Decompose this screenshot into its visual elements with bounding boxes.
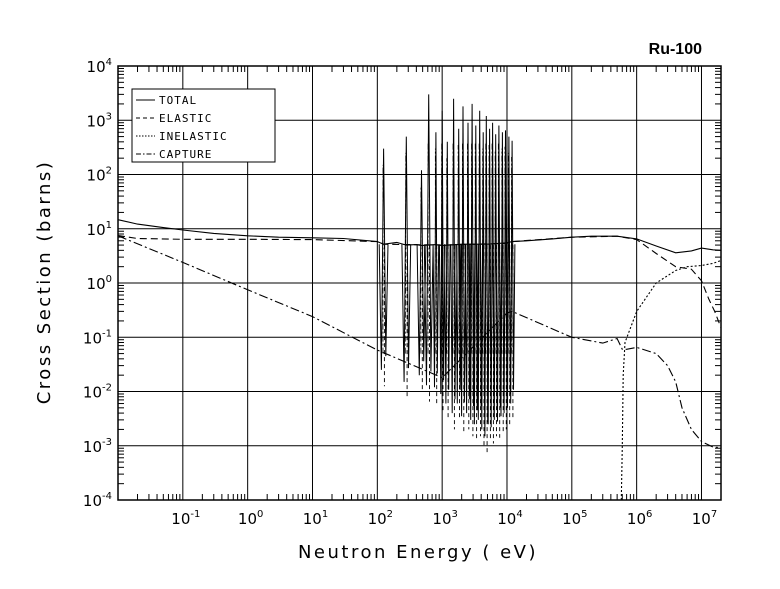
y-tick-label: 104 — [87, 57, 112, 76]
x-tick-label: 100 — [238, 509, 263, 528]
y-tick-label: 10-1 — [83, 328, 112, 347]
legend-box — [131, 88, 276, 163]
legend-label-elastic: ELASTIC — [159, 112, 212, 125]
y-tick-label: 103 — [87, 111, 112, 130]
x-tick-label: 103 — [432, 509, 457, 528]
x-tick-label: 106 — [627, 509, 652, 528]
x-tick-label: 104 — [497, 509, 522, 528]
y-tick-label: 100 — [87, 274, 112, 293]
series-elastic-resonances — [383, 245, 514, 453]
series-total-resonances — [378, 94, 516, 437]
axis-ticks: 10-1 100 101 102 103 104 105 106 107 104 103 102 101… — [83, 57, 722, 528]
x-tick-label: 107 — [692, 509, 717, 528]
y-tick-label: 10-3 — [83, 437, 112, 456]
plot-frame — [117, 65, 722, 501]
x-tick-label: 101 — [303, 509, 328, 528]
legend-label-capture: CAPTURE — [159, 148, 212, 161]
series-capture-resonances — [382, 141, 512, 354]
y-tick-label: 102 — [87, 166, 112, 185]
curves — [117, 219, 722, 501]
x-tick-label: 105 — [562, 509, 587, 528]
series-capture-line — [117, 235, 722, 449]
x-tick-label: 102 — [368, 509, 393, 528]
y-tick-label: 10-2 — [83, 383, 112, 402]
chart-title: Ru-100 — [649, 41, 702, 58]
resonance-lines — [378, 94, 516, 453]
y-tick-label: 101 — [87, 220, 112, 239]
y-tick-label: 10-4 — [83, 491, 112, 510]
x-axis-title: Neutron Energy ( eV) — [298, 542, 538, 563]
y-axis-title: Cross Section (barns) — [34, 160, 55, 405]
series-total-line — [117, 219, 722, 254]
legend: TOTAL ELASTIC INELASTIC CAPTURE — [131, 88, 276, 163]
series-elastic-line — [117, 234, 722, 328]
series-inelastic-line — [620, 259, 722, 501]
x-tick-label: 10-1 — [171, 509, 200, 528]
legend-label-total: TOTAL — [159, 94, 197, 107]
legend-label-inelastic: INELASTIC — [159, 130, 228, 143]
